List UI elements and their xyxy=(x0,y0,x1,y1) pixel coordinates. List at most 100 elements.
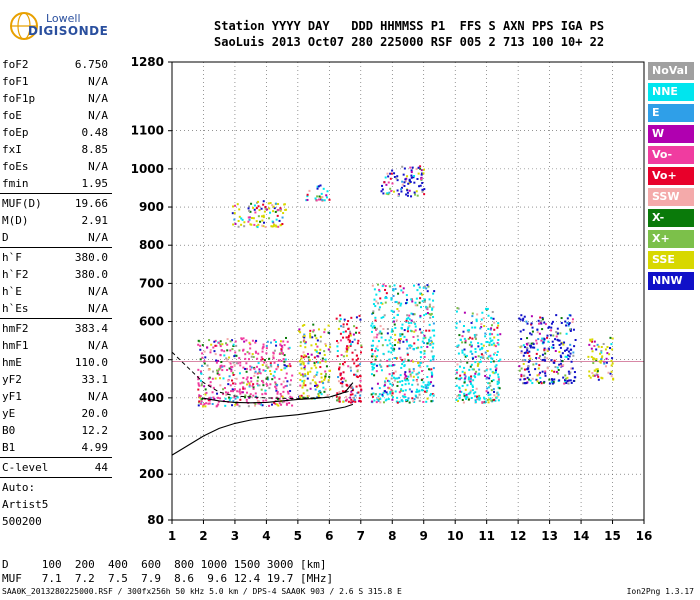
echo-point xyxy=(231,404,234,407)
echo-point xyxy=(345,383,348,386)
echo-point xyxy=(385,292,388,295)
echo-point xyxy=(474,395,477,398)
echo-point xyxy=(322,386,325,389)
echo-point xyxy=(347,365,350,368)
echo-point xyxy=(221,369,224,372)
echo-point xyxy=(386,359,389,362)
echo-point xyxy=(416,194,419,197)
echo-point xyxy=(530,315,533,318)
echo-point xyxy=(405,193,408,196)
echo-point xyxy=(265,363,268,366)
echo-point xyxy=(401,323,404,326)
echo-point xyxy=(419,165,422,168)
echo-point xyxy=(342,364,345,367)
echo-point xyxy=(232,343,235,346)
echo-point xyxy=(241,391,244,394)
echo-point xyxy=(431,308,434,311)
echo-point xyxy=(252,386,255,389)
echo-point xyxy=(204,405,207,408)
echo-point xyxy=(257,352,260,355)
echo-point xyxy=(303,323,306,326)
echo-point xyxy=(355,354,358,357)
echo-point xyxy=(262,343,265,346)
echo-point xyxy=(308,359,311,362)
echo-point xyxy=(249,210,252,213)
echo-point xyxy=(302,356,305,359)
echo-point xyxy=(394,390,397,393)
echo-point xyxy=(383,181,386,184)
echo-point xyxy=(429,394,432,397)
echo-point xyxy=(208,339,211,342)
echo-point xyxy=(482,317,485,320)
echo-point xyxy=(543,348,546,351)
echo-point xyxy=(605,361,608,364)
param-row: MUF(D) 19.66 xyxy=(0,195,112,212)
echo-point xyxy=(432,394,435,397)
echo-point xyxy=(400,188,403,191)
echo-point xyxy=(229,384,232,387)
echo-point xyxy=(306,389,309,392)
echo-point xyxy=(551,320,554,323)
echo-point xyxy=(522,354,525,357)
echo-point xyxy=(526,376,529,379)
echo-point xyxy=(349,332,352,335)
echo-point xyxy=(550,359,553,362)
echo-point xyxy=(207,402,210,405)
echo-point xyxy=(377,397,380,400)
echo-point xyxy=(469,391,472,394)
echo-point xyxy=(250,355,253,358)
echo-point xyxy=(309,334,312,337)
echo-point xyxy=(563,341,566,344)
echo-point xyxy=(317,393,320,396)
echo-point xyxy=(312,330,315,333)
echo-point xyxy=(432,299,435,302)
ionogram-chart: 1 2 3 4 5 6 7 8 9 10 11 12 13 14 15 16 8020030040050060… xyxy=(131,55,653,543)
echo-point xyxy=(539,381,542,384)
param-value: 19.66 xyxy=(74,197,108,210)
echo-point xyxy=(399,334,402,337)
echo-point xyxy=(323,390,326,393)
echo-point xyxy=(455,384,458,387)
echo-point xyxy=(230,365,233,368)
station-header: Station YYYY DAY DDD HHMMSS P1 FFS S AXN… xyxy=(214,18,604,50)
echo-point xyxy=(414,394,417,397)
echo-point xyxy=(274,382,277,385)
echo-point xyxy=(259,220,262,223)
echo-point xyxy=(221,343,224,346)
echo-point xyxy=(282,358,285,361)
echo-point xyxy=(520,375,523,378)
echo-point xyxy=(523,368,526,371)
echo-point xyxy=(559,362,562,365)
echo-point xyxy=(244,396,247,399)
echo-point xyxy=(415,390,418,393)
echo-point xyxy=(529,346,532,349)
echo-point xyxy=(300,374,303,377)
echo-point xyxy=(229,349,232,352)
echo-point xyxy=(285,372,288,375)
echo-point xyxy=(394,287,397,290)
echo-point xyxy=(406,327,409,330)
echo-point xyxy=(416,372,419,375)
param-name: h`E xyxy=(2,285,22,298)
echo-point xyxy=(398,391,401,394)
echo-point xyxy=(325,196,328,199)
echo-point xyxy=(397,193,400,196)
echo-point xyxy=(485,390,488,393)
echo-point xyxy=(197,404,200,407)
echo-point xyxy=(306,198,309,201)
echo-point xyxy=(355,326,358,329)
echo-point xyxy=(278,352,281,355)
echo-point xyxy=(395,319,398,322)
echo-point xyxy=(234,351,237,354)
echo-point xyxy=(274,340,277,343)
echo-point xyxy=(220,349,223,352)
echo-point xyxy=(474,391,477,394)
echo-point xyxy=(226,358,229,361)
echo-point xyxy=(257,215,260,218)
echo-point xyxy=(316,371,319,374)
echo-point xyxy=(317,384,320,387)
echo-point xyxy=(480,322,483,325)
echo-point xyxy=(486,307,489,310)
echo-point xyxy=(527,367,530,370)
echo-point xyxy=(412,379,415,382)
